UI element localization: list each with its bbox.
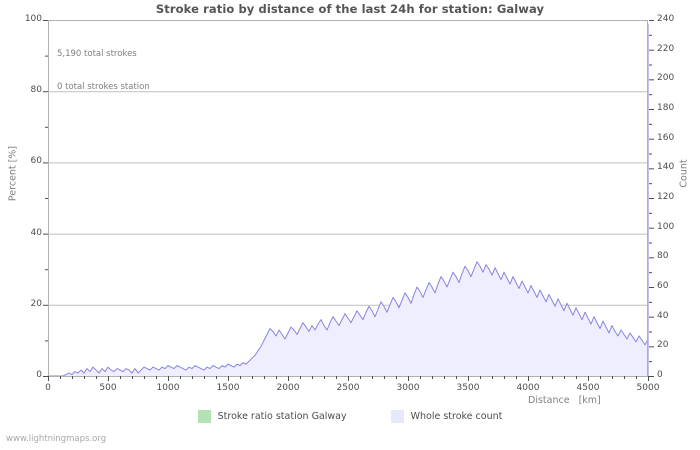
legend-label: Whole stroke count [410,411,503,422]
legend-item[interactable]: Whole stroke count [390,410,503,423]
y-tick-label-left: 20 [30,298,42,309]
y-tick-label-right: 120 [657,192,675,202]
y-tick-label-left: 0 [36,370,42,380]
y-tick-label-right: 60 [657,281,669,291]
x-tick-label: 1000 [156,383,180,393]
y-tick-label-right: 180 [657,103,675,113]
y-tick-label-right: 20 [657,340,669,351]
x-tick-label: 3000 [396,383,420,393]
x-tick-label: 4500 [576,383,600,393]
chart-title: Stroke ratio by distance of the last 24h… [155,2,545,16]
y-tick-label-left: 60 [30,156,42,167]
y-tick-label-right: 240 [657,14,675,24]
x-tick-label: 0 [45,383,51,393]
y-tick-label-right: 0 [657,370,663,380]
x-tick-label: 1500 [216,383,240,393]
x-tick-label: 2000 [276,383,300,393]
footer-watermark: www.lightningmaps.org [6,434,107,444]
y-tick-label-right: 220 [657,43,675,54]
legend-swatch [390,410,404,423]
legend-swatch [197,410,211,423]
annotation-line-1: 5,190 total strokes [57,49,137,59]
y-tick-label-left: 40 [30,227,42,238]
x-tick-label: 4000 [516,383,540,393]
chart-legend: Stroke ratio station Galway Whole stroke … [0,410,700,423]
y-tick-label-right: 140 [657,162,675,173]
x-axis-label: Distance [km] [528,395,601,406]
legend-label: Stroke ratio station Galway [217,411,347,422]
y-tick-label-right: 160 [657,132,675,143]
y-tick-label-right: 40 [657,310,669,321]
annotation-total-strokes: 5,190 total strokes 0 total strokes stat… [57,27,150,115]
x-tick-label: 3500 [456,383,480,393]
y-tick-label-right: 100 [657,221,675,232]
y-tick-label-left: 80 [30,85,42,96]
y-tick-label-right: 200 [657,73,675,84]
legend-item[interactable]: Stroke ratio station Galway [197,410,347,423]
y-axis-label-left: Percent [%] [7,145,19,202]
x-tick-label: 500 [99,383,117,393]
y-tick-label-left: 100 [24,14,42,24]
x-tick-label: 5000 [636,383,660,393]
y-tick-label-right: 80 [657,251,669,262]
annotation-line-2: 0 total strokes station [57,82,150,92]
series-area-whole-stroke-count [48,24,648,376]
x-tick-label: 2500 [336,383,360,393]
